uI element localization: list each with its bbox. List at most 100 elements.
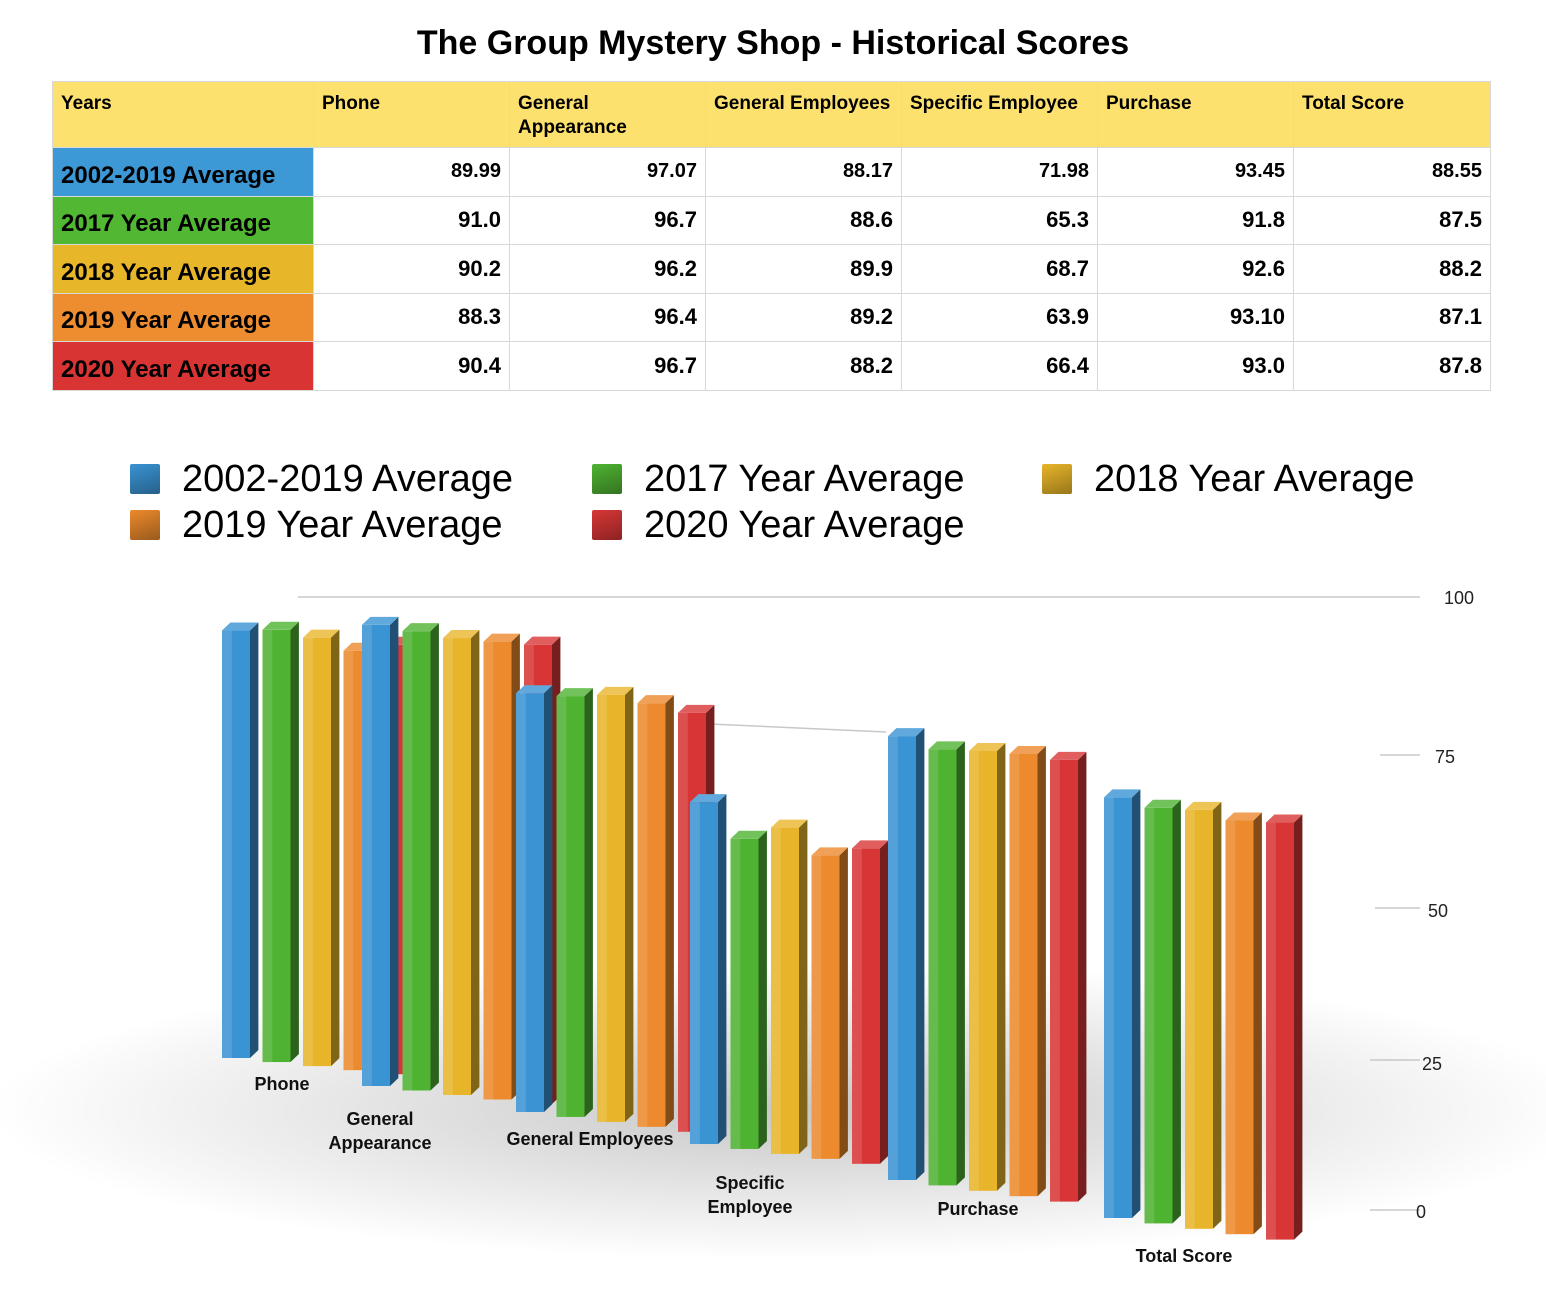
header-phone: Phone <box>313 81 510 148</box>
bar-side <box>290 621 299 1063</box>
legend-swatch <box>592 464 622 494</box>
bar-highlight <box>1050 759 1060 1202</box>
bar-side <box>625 686 634 1122</box>
legend-label: 2002-2019 Average <box>182 458 514 500</box>
bar-highlight <box>1144 807 1155 1224</box>
bar-highlight <box>556 696 567 1117</box>
x-axis-label-line: Phone <box>254 1074 309 1094</box>
bar <box>556 688 593 1117</box>
table-cell: 90.2 <box>313 244 510 294</box>
bar-top <box>969 742 1006 751</box>
bar <box>730 830 767 1149</box>
table-cell: 66.4 <box>901 341 1098 391</box>
scores-table: Years Phone General Appearance General E… <box>52 81 1491 391</box>
bar-front <box>1050 759 1078 1202</box>
legend-item: 2018 Year Average <box>1042 456 1415 502</box>
bar-front <box>690 802 718 1144</box>
table-cell: 65.3 <box>901 195 1098 245</box>
legend-swatch <box>592 510 622 540</box>
bar-top <box>678 704 715 713</box>
table-row: 2017 Year Average 91.0 96.7 88.6 65.3 91… <box>52 195 1491 245</box>
table-row: 2002-2019 Average 89.99 97.07 88.17 71.9… <box>52 147 1491 197</box>
x-axis-label-line: Appearance <box>328 1133 431 1153</box>
header-specific-employee: Specific Employee <box>901 81 1098 148</box>
header-purchase: Purchase <box>1097 81 1294 148</box>
bar-top <box>730 830 767 839</box>
bar-front <box>1266 822 1294 1240</box>
table-cell: 68.7 <box>901 244 1098 294</box>
y-tick-label: 25 <box>1422 1054 1442 1074</box>
bar-front <box>556 696 585 1117</box>
table-cell: 71.98 <box>901 147 1098 197</box>
x-axis-label: General Appearance <box>328 1109 431 1153</box>
table-cell: 90.4 <box>313 341 510 391</box>
bar-top <box>690 794 727 803</box>
legend-label: 2020 Year Average <box>644 504 965 546</box>
bar-highlight <box>1104 797 1114 1218</box>
header-total-score: Total Score <box>1293 81 1491 148</box>
bar-front <box>730 838 759 1149</box>
table-row: 2018 Year Average 90.2 96.2 89.9 68.7 92… <box>52 244 1491 294</box>
table-cell: 88.17 <box>705 147 902 197</box>
y-tick-label: 75 <box>1435 747 1455 767</box>
table-cell: 97.07 <box>509 147 706 197</box>
bar <box>1104 789 1141 1218</box>
x-axis-label-line: Purchase <box>937 1199 1018 1219</box>
table-row: 2019 Year Average 88.3 96.4 89.2 63.9 93… <box>52 292 1491 342</box>
bar-top <box>303 629 340 638</box>
gridline <box>709 723 887 733</box>
bar <box>483 633 520 1100</box>
bar <box>262 621 299 1063</box>
bar <box>303 629 340 1067</box>
bar-side <box>718 794 727 1144</box>
bar-highlight <box>303 637 313 1067</box>
legend-item: 2002-2019 Average <box>130 456 513 502</box>
bar-top <box>262 621 299 630</box>
bar-highlight <box>222 630 232 1058</box>
bar-front <box>637 703 666 1127</box>
bar-top <box>852 840 889 849</box>
bar-highlight <box>1266 822 1276 1240</box>
bar-top <box>524 636 561 645</box>
bar-front <box>1225 820 1254 1235</box>
bar-highlight <box>443 638 453 1095</box>
chart-legend: 2002-2019 Average 2017 Year Average 2018… <box>130 456 1480 556</box>
bar-highlight <box>402 631 413 1091</box>
bar-side <box>1253 812 1262 1235</box>
bar-front <box>597 694 625 1122</box>
bar-front <box>362 624 390 1086</box>
header-general-appearance: General Appearance <box>509 81 706 148</box>
bar-front <box>516 693 544 1112</box>
table-cell: 96.7 <box>509 341 706 391</box>
row-label: 2017 Year Average <box>52 195 314 245</box>
bar-top <box>483 633 520 642</box>
bar <box>888 728 925 1180</box>
bar-side <box>1172 799 1181 1224</box>
bar <box>1144 799 1181 1224</box>
bar-highlight <box>1225 820 1236 1235</box>
bar-top <box>222 622 259 631</box>
x-axis-label-line: Specific <box>715 1173 784 1193</box>
bar-side <box>1294 814 1303 1240</box>
bar-top <box>1225 812 1262 821</box>
gridlines <box>298 596 1420 1211</box>
table-cell: 93.0 <box>1097 341 1294 391</box>
bar-front <box>402 631 431 1091</box>
bar-front <box>852 848 880 1164</box>
bar-front <box>1104 797 1132 1218</box>
bar-front <box>771 827 799 1154</box>
y-axis-ticks: 0 25 50 75 100 <box>1416 588 1474 1222</box>
bar-highlight <box>928 749 939 1186</box>
bar-side <box>956 741 965 1186</box>
bar-top <box>556 688 593 697</box>
bar-front <box>222 630 250 1058</box>
bar-highlight <box>483 641 494 1100</box>
bar <box>690 794 727 1144</box>
table-cell: 87.8 <box>1293 341 1491 391</box>
x-axis-label: Specific Employee <box>707 1173 792 1217</box>
bar <box>1009 745 1046 1197</box>
legend-item: 2019 Year Average <box>130 502 503 548</box>
bar-front <box>969 750 997 1191</box>
bars <box>222 616 1303 1240</box>
legend-label: 2017 Year Average <box>644 458 965 500</box>
